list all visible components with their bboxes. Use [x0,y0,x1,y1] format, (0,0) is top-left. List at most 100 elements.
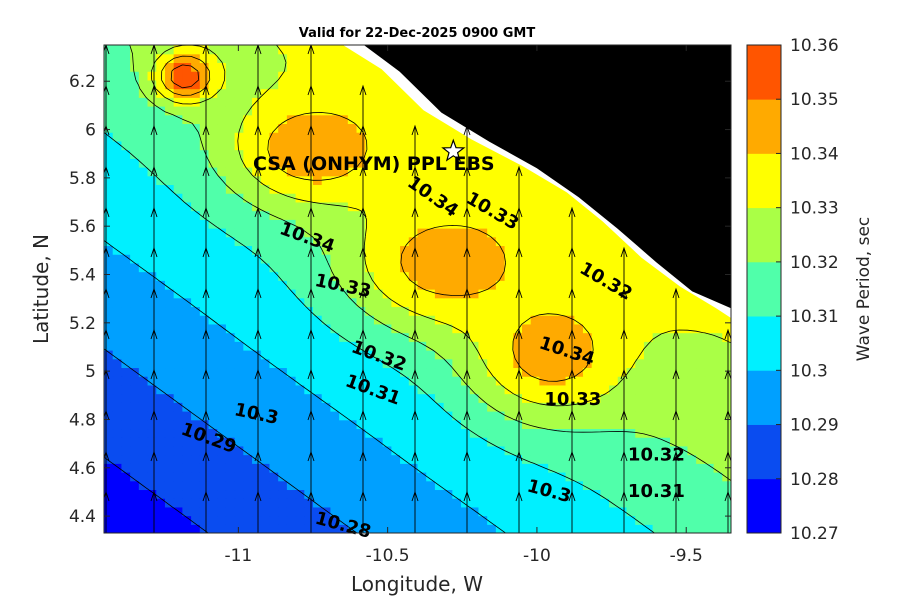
contour-fill-cell [600,489,610,499]
contour-fill-cell [495,306,506,316]
contour-fill-cell [330,489,340,499]
contour-fill-cell [278,123,288,133]
contour-fill-cell [452,480,462,491]
contour-fill-cell [487,463,497,473]
contour-fill-cell [365,79,375,90]
contour-fill-cell [130,79,140,90]
contour-fill-cell [330,175,340,186]
contour-fill-cell [208,376,218,386]
contour-fill-cell [391,228,401,238]
contour-fill-cell [191,419,201,430]
contour-fill-cell [156,149,166,159]
contour-fill-cell [191,323,201,334]
contour-fill-cell [530,201,541,212]
contour-fill-cell [243,315,253,325]
contour-fill-cell [208,358,218,369]
contour-fill-cell [269,245,279,255]
contour-fill-cell [330,132,340,142]
contour-fill-cell [130,384,140,395]
contour-fill-cell [408,262,419,273]
contour-fill-cell [147,114,157,125]
contour-fill-cell [539,480,549,491]
contour-fill-cell [469,489,480,499]
contour-fill-cell [452,280,462,290]
contour-fill-cell [347,106,358,116]
contour-fill-cell [330,97,340,107]
contour-fill-cell [548,201,558,212]
contour-fill-cell [347,140,358,151]
contour-fill-cell [286,140,297,151]
contour-fill-cell [208,384,218,395]
contour-fill-cell [347,132,358,142]
contour-fill-cell [164,210,175,220]
contour-fill-cell [191,254,201,264]
contour-fill-cell [130,437,140,447]
contour-fill-cell [522,498,532,508]
contour-fill-cell [252,341,262,351]
contour-fill-cell [217,306,227,316]
contour-fill-cell [652,524,662,533]
contour-fill-cell [208,71,218,81]
contour-fill-cell [130,463,140,473]
contour-fill-cell [252,193,262,203]
contour-fill-cell [426,271,436,281]
contour-fill-cell [286,524,297,533]
contour-fill-cell [478,323,488,334]
contour-fill-cell [278,472,288,482]
contour-fill-cell [382,315,392,325]
contour-fill-cell [391,323,401,334]
contour-fill-cell [522,254,532,264]
contour-fill-cell [565,341,575,351]
contour-fill-cell [574,219,584,229]
contour-fill-cell [313,489,323,499]
contour-fill-cell [260,62,271,72]
contour-fill-cell [522,280,532,290]
contour-fill-cell [582,297,593,308]
wave-arrow-head [411,124,419,136]
contour-fill-cell [286,228,297,238]
contour-fill-cell [104,158,114,168]
contour-fill-cell [313,236,323,247]
contour-fill-cell [164,297,175,308]
contour-fill-cell [330,506,340,517]
contour-fill-cell [147,393,157,403]
contour-fill-cell [408,350,419,360]
contour-fill-cell [286,132,297,142]
contour-fill-cell [112,262,123,273]
contour-fill-cell [617,480,628,491]
contour-fill-cell [400,280,410,290]
contour-fill-cell [260,158,271,168]
contour-fill-cell [678,480,689,491]
contour-fill-cell [243,411,253,421]
contour-fill-cell [704,437,715,447]
contour-fill-cell [164,445,175,456]
contour-fill-cell [469,245,480,255]
contour-fill-cell [643,463,654,473]
contour-fill-cell [304,367,314,377]
contour-fill-cell [530,323,541,334]
contour-fill-cell [191,489,201,499]
contour-fill-cell [434,262,445,273]
contour-fill-cell [347,306,358,316]
contour-fill-cell [365,306,375,316]
contour-fill-cell [373,506,384,517]
contour-fill-cell [461,193,471,203]
contour-fill-cell [565,228,575,238]
contour-fill-cell [199,393,210,403]
contour-fill-cell [565,463,575,473]
contour-fill-cell [487,262,497,273]
contour-fill-cell [643,262,654,273]
contour-fill-cell [600,411,610,421]
contour-fill-cell [330,193,340,203]
contour-fill-cell [339,210,349,220]
contour-fill-cell [347,53,358,64]
contour-fill-cell [225,463,236,473]
contour-fill-cell [513,323,523,334]
contour-fill-cell [626,280,636,290]
contour-fill-cell [643,454,654,464]
contour-fill-cell [652,498,662,508]
contour-fill-cell [356,524,366,533]
contour-fill-cell [556,428,567,438]
contour-fill-cell [286,158,297,168]
contour-fill-cell [217,149,227,159]
